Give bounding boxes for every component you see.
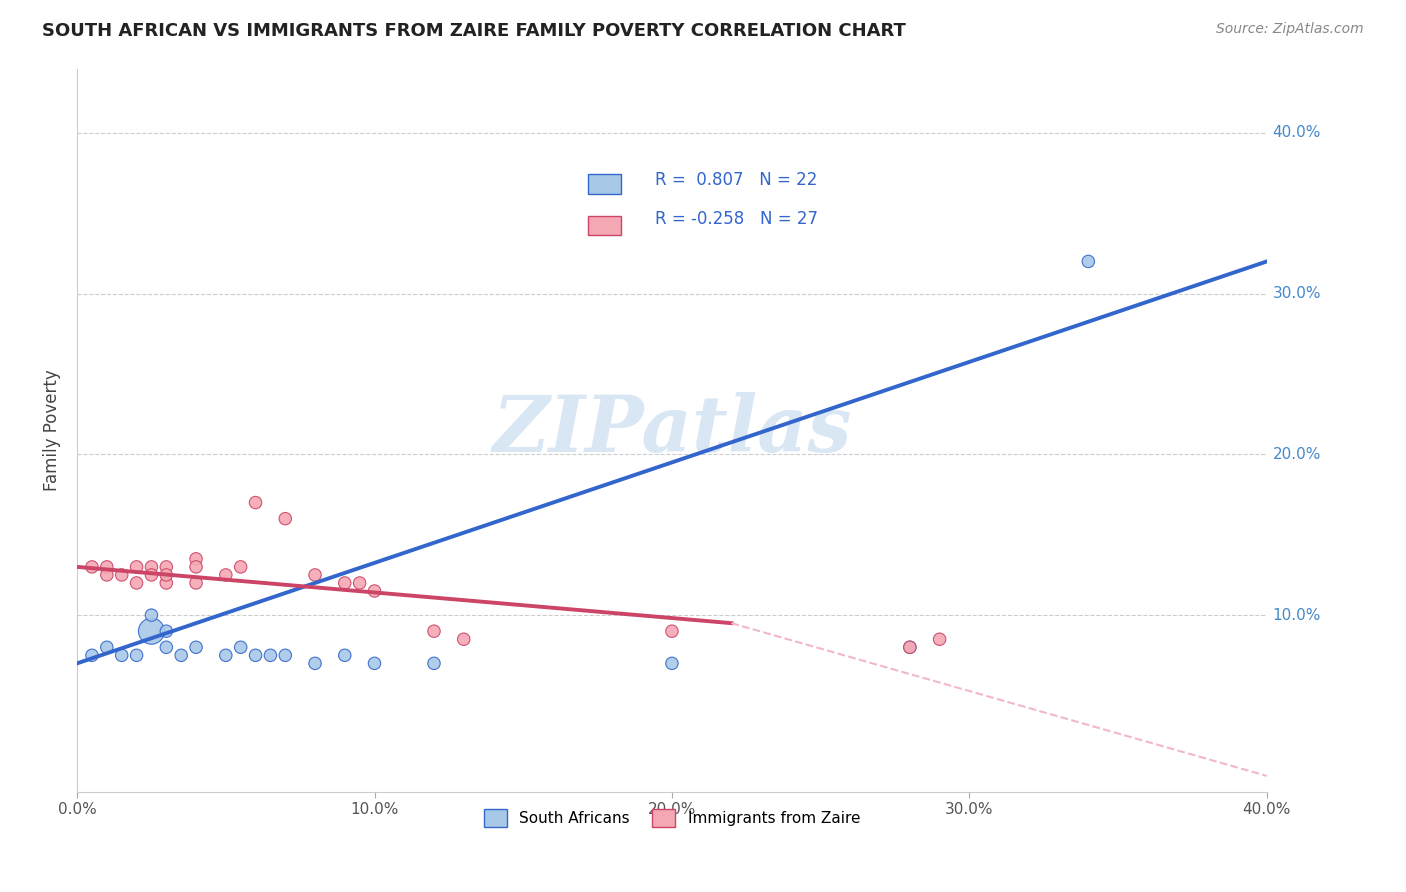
Point	[304, 568, 326, 582]
Point	[304, 657, 326, 671]
Point	[928, 632, 950, 647]
Text: 30.0%: 30.0%	[1272, 286, 1322, 301]
Point	[245, 495, 267, 509]
Point	[215, 568, 238, 582]
Point	[155, 624, 177, 639]
Point	[215, 648, 238, 663]
Point	[155, 640, 177, 655]
Text: R =  0.807   N = 22: R = 0.807 N = 22	[655, 171, 817, 189]
Text: SOUTH AFRICAN VS IMMIGRANTS FROM ZAIRE FAMILY POVERTY CORRELATION CHART: SOUTH AFRICAN VS IMMIGRANTS FROM ZAIRE F…	[42, 22, 905, 40]
Point	[80, 560, 103, 574]
Point	[141, 624, 163, 639]
Point	[141, 560, 163, 574]
Bar	[588, 174, 621, 194]
Point	[125, 560, 148, 574]
Text: 40.0%: 40.0%	[1272, 125, 1322, 140]
Y-axis label: Family Poverty: Family Poverty	[44, 369, 60, 491]
Point	[155, 560, 177, 574]
Point	[453, 632, 475, 647]
Point	[423, 657, 446, 671]
Text: 20.0%: 20.0%	[1272, 447, 1322, 462]
Point	[245, 648, 267, 663]
Point	[141, 568, 163, 582]
Text: R = -0.258   N = 27: R = -0.258 N = 27	[655, 211, 818, 228]
Point	[274, 511, 297, 525]
Point	[184, 640, 207, 655]
Point	[661, 624, 683, 639]
Point	[80, 648, 103, 663]
Point	[333, 648, 356, 663]
Point	[229, 560, 252, 574]
Point	[229, 640, 252, 655]
Point	[274, 648, 297, 663]
Point	[661, 657, 683, 671]
Point	[155, 568, 177, 582]
Point	[1077, 254, 1099, 268]
Point	[96, 560, 118, 574]
Point	[423, 624, 446, 639]
Point	[155, 576, 177, 591]
Point	[111, 568, 134, 582]
Point	[898, 640, 921, 655]
Point	[141, 608, 163, 623]
Point	[125, 576, 148, 591]
Point	[111, 648, 134, 663]
Point	[96, 568, 118, 582]
Legend: South Africans, Immigrants from Zaire: South Africans, Immigrants from Zaire	[477, 801, 868, 835]
Point	[363, 584, 385, 599]
Point	[184, 552, 207, 566]
Bar	[588, 216, 621, 235]
Point	[184, 576, 207, 591]
Point	[96, 640, 118, 655]
Text: 10.0%: 10.0%	[1272, 607, 1322, 623]
Point	[184, 560, 207, 574]
Point	[259, 648, 281, 663]
Point	[363, 657, 385, 671]
Point	[898, 640, 921, 655]
Point	[333, 576, 356, 591]
Text: Source: ZipAtlas.com: Source: ZipAtlas.com	[1216, 22, 1364, 37]
Point	[125, 648, 148, 663]
Text: ZIPatlas: ZIPatlas	[492, 392, 852, 468]
Point	[170, 648, 193, 663]
Point	[349, 576, 371, 591]
